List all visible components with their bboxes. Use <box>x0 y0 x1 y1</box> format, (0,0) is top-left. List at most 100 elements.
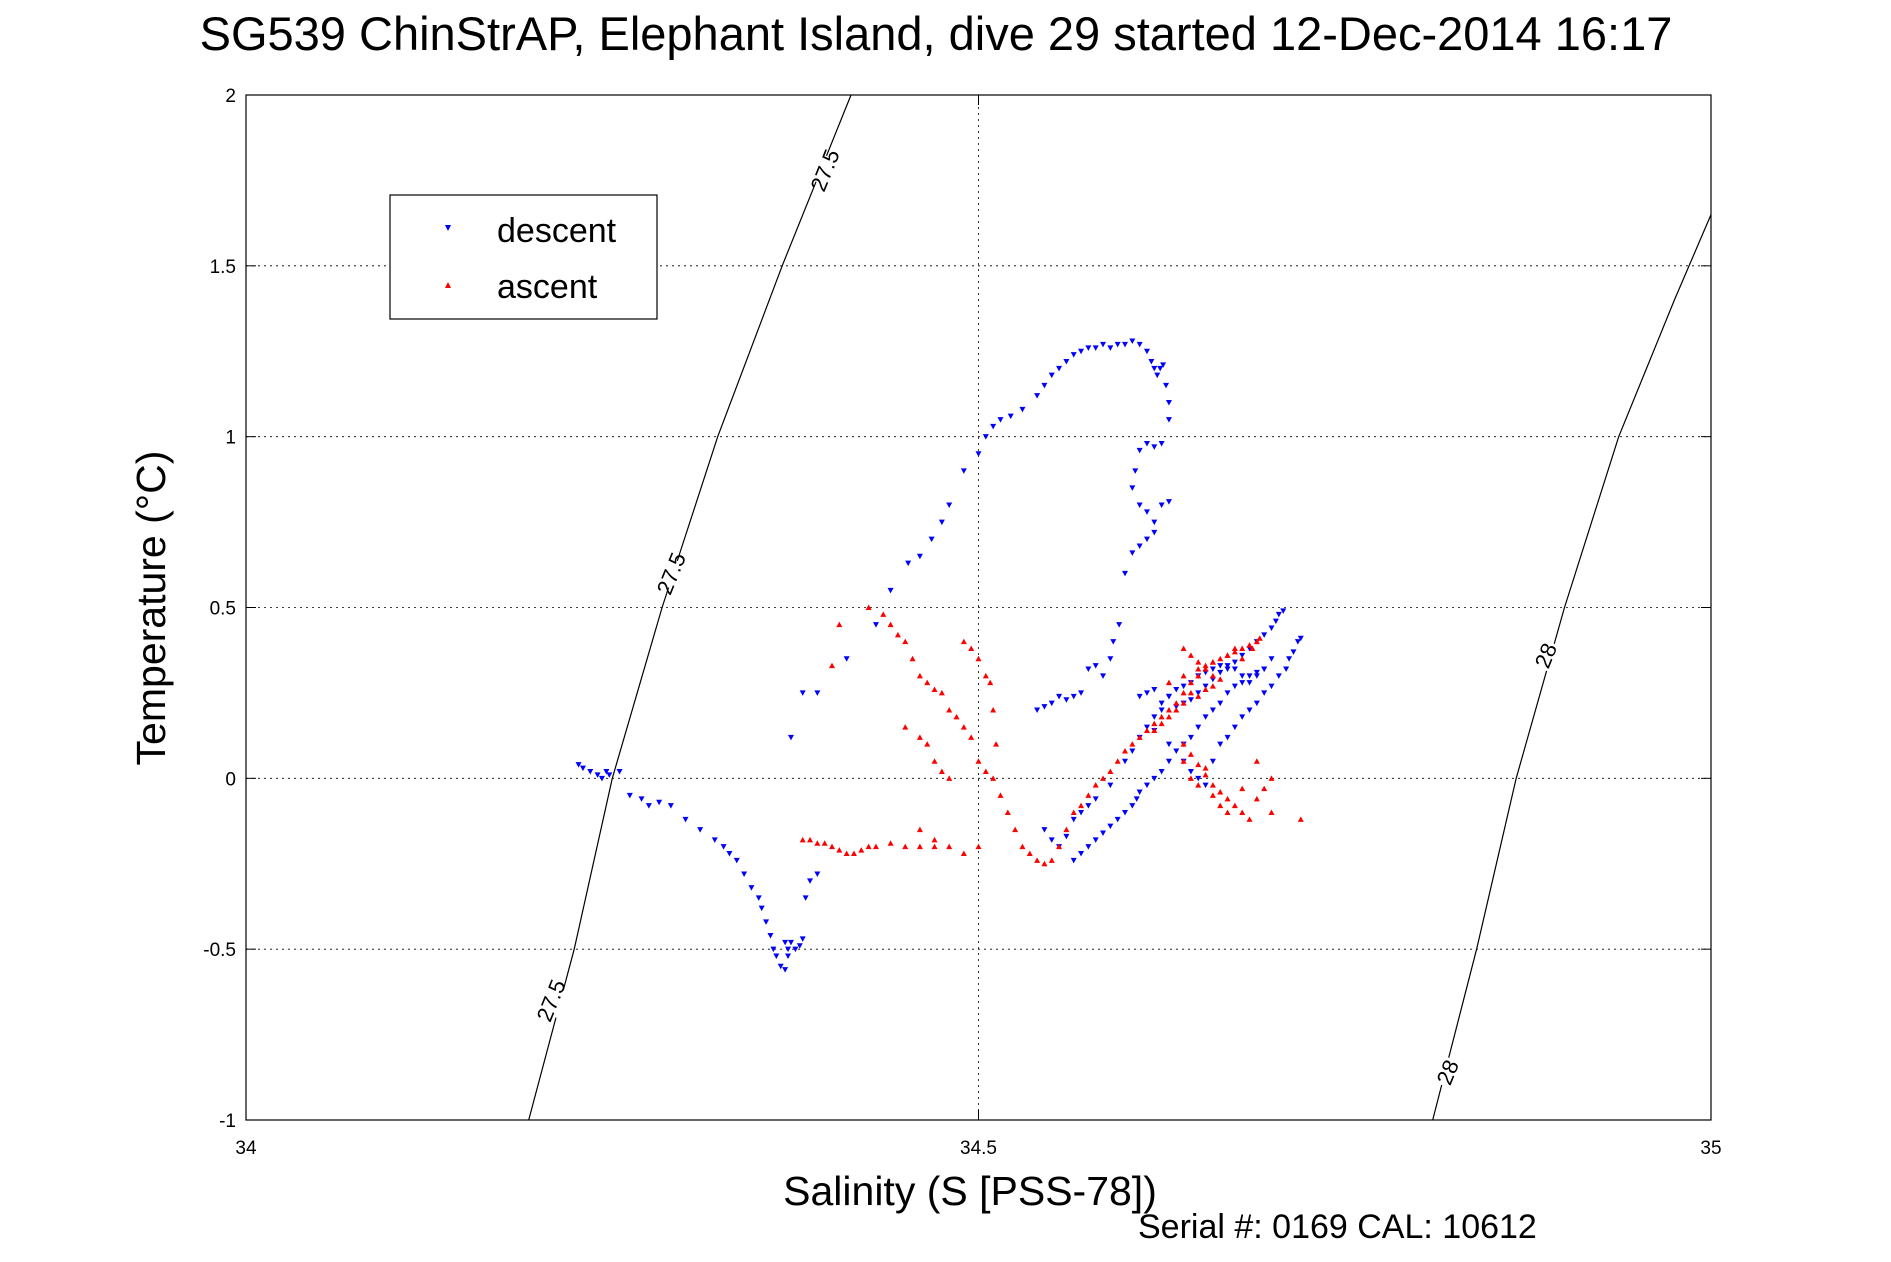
ascent-point <box>1224 795 1231 802</box>
descent-point <box>1290 649 1297 655</box>
ascent-point <box>1195 693 1202 699</box>
ascent-point <box>1041 860 1048 867</box>
descent-point <box>1268 625 1275 631</box>
ascent-point <box>1231 648 1238 655</box>
descent-point <box>960 468 967 474</box>
descent-point <box>1239 680 1246 686</box>
x-tick-label: 35 <box>1700 1138 1721 1159</box>
descent-point <box>767 933 774 939</box>
ascent-point <box>1209 659 1216 665</box>
descent-point <box>1217 741 1224 748</box>
descent-point <box>1143 690 1150 696</box>
descent-point <box>1019 406 1026 413</box>
ascent-point <box>916 843 923 850</box>
descent-point <box>1048 837 1055 843</box>
ascent-point <box>1209 672 1216 679</box>
descent-point <box>1100 830 1107 836</box>
ascent-point <box>1202 765 1209 771</box>
descent-point <box>1132 468 1139 474</box>
y-tick-label: 0 <box>225 769 236 790</box>
ascent-point <box>1004 809 1011 815</box>
ascent-point <box>1092 782 1099 788</box>
ascent-point <box>1078 802 1085 809</box>
descent-point <box>587 769 594 775</box>
descent-point <box>1122 810 1128 816</box>
descent-point <box>1231 724 1238 731</box>
descent-point <box>1246 680 1253 686</box>
ascent-point <box>1187 775 1194 781</box>
ascent-point <box>931 843 938 850</box>
ascent-point <box>960 850 967 856</box>
legend-ascent-marker <box>445 282 451 288</box>
ascent-point <box>1180 758 1187 764</box>
descent-point <box>1070 352 1077 358</box>
ascent-point <box>902 843 909 850</box>
descent-point <box>1151 365 1158 372</box>
descent-point <box>1163 382 1170 389</box>
ascent-point <box>982 768 989 774</box>
descent-point <box>1165 693 1172 700</box>
ascent-point <box>953 713 960 720</box>
descent-point <box>990 423 997 430</box>
descent-point <box>1122 758 1128 765</box>
ascent-point <box>1268 775 1275 781</box>
descent-point <box>785 953 792 959</box>
descent-point <box>777 963 784 970</box>
ascent-point <box>1070 809 1077 815</box>
descent-point <box>1063 697 1070 703</box>
ascent-point <box>1173 707 1180 713</box>
descent-point <box>626 792 633 799</box>
ascent-point <box>1239 785 1246 792</box>
descent-point <box>1136 341 1143 348</box>
descent-point <box>1070 693 1077 700</box>
descent-point <box>1070 857 1077 864</box>
ascent-point <box>946 707 953 713</box>
descent-point <box>1246 707 1253 713</box>
descent-point <box>579 765 586 772</box>
descent-point <box>799 936 806 942</box>
ascent-point <box>843 850 850 856</box>
descent-point <box>667 803 674 809</box>
ascent-point <box>1195 666 1202 672</box>
y-tick-label: 1.5 <box>210 257 236 278</box>
ascent-point <box>1249 645 1256 651</box>
descent-point <box>1063 359 1070 365</box>
descent-point <box>697 827 704 833</box>
ascent-point <box>968 645 975 651</box>
descent-point <box>1158 700 1165 707</box>
ascent-point <box>1268 809 1275 815</box>
descent-point <box>1209 666 1216 672</box>
ascent-point <box>1261 785 1268 792</box>
descent-point <box>1107 345 1114 351</box>
legend-descent-marker <box>445 225 451 231</box>
descent-point <box>814 690 821 696</box>
ascent-point <box>931 836 938 843</box>
descent-point <box>726 851 733 857</box>
descent-point <box>682 816 689 823</box>
ascent-point <box>1195 659 1202 665</box>
descent-point <box>575 762 582 768</box>
ascent-point <box>1107 768 1114 774</box>
descent-point <box>1217 669 1224 676</box>
descent-point <box>1041 382 1048 389</box>
descent-point <box>1283 666 1290 672</box>
descent-point <box>1034 393 1041 399</box>
ascent-series <box>799 604 1304 867</box>
ascent-point <box>1019 843 1026 850</box>
ascent-point <box>829 662 835 669</box>
descent-point <box>1158 769 1165 775</box>
descent-point <box>1136 447 1143 454</box>
descent-point <box>1078 348 1085 355</box>
ascent-point <box>975 655 982 662</box>
descent-point <box>1085 666 1092 672</box>
descent-point <box>1056 693 1063 700</box>
descent-point <box>872 622 879 628</box>
descent-point <box>807 878 814 884</box>
ascent-point <box>807 836 814 843</box>
descent-point <box>1275 673 1282 679</box>
descent-point <box>1261 632 1268 638</box>
ascent-point <box>1180 645 1187 651</box>
descent-series <box>575 338 1304 973</box>
descent-point <box>796 943 803 949</box>
